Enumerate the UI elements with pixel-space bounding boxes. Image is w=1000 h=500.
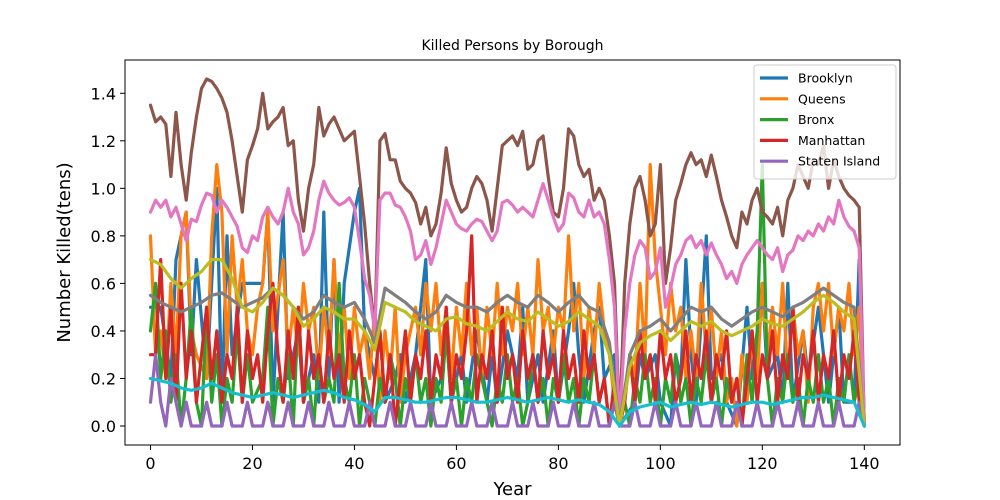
legend-label-staten-island: Staten Island [798,154,880,169]
y-tick-label: 0.4 [91,322,116,341]
y-tick-label: 1.2 [91,132,116,151]
y-tick-label: 0.0 [91,417,116,436]
x-tick-label: 140 [849,454,880,473]
x-tick-label: 120 [747,454,778,473]
series-layer [148,77,866,428]
legend-label-manhattan: Manhattan [798,133,865,148]
series-line-unlabeled-9 [148,258,866,428]
y-tick-label: 0.6 [91,274,116,293]
x-tick-label: 40 [344,454,364,473]
y-axis-label: Number Killed(tens) [54,162,75,342]
x-tick-label: 80 [548,454,568,473]
x-axis-ticks: 0 20 40 60 80 100 120 140 [145,445,880,473]
x-tick-label: 100 [645,454,676,473]
legend-box [753,64,897,180]
y-tick-label: 0.2 [91,369,116,388]
legend-label-brooklyn: Brooklyn [798,71,853,86]
legend-label-bronx: Bronx [798,112,834,127]
y-axis-ticks: 0.0 0.2 0.4 0.6 0.8 1.0 1.2 1.4 [91,84,125,436]
chart-title: Killed Persons by Borough [421,38,603,54]
series-line-queens [148,163,866,428]
series-line-unlabeled-10 [148,376,866,428]
legend-label-queens: Queens [798,91,846,106]
x-tick-label: 0 [145,454,155,473]
y-tick-label: 0.8 [91,227,116,246]
x-tick-label: 60 [446,454,466,473]
plot-frame [124,59,901,446]
legend: Brooklyn Queens Bronx Manhattan Staten Islan… [753,64,897,180]
series-line-bronx [148,163,866,428]
series-line-unlabeled-6 [148,77,866,428]
series-line-staten-island [148,353,866,428]
y-tick-label: 1.4 [91,84,116,103]
series-line-manhattan [148,234,866,428]
x-tick-label: 20 [242,454,262,473]
x-axis-label: Year [492,479,532,500]
y-tick-label: 1.0 [91,179,116,198]
series-line-unlabeled-7 [148,179,866,428]
